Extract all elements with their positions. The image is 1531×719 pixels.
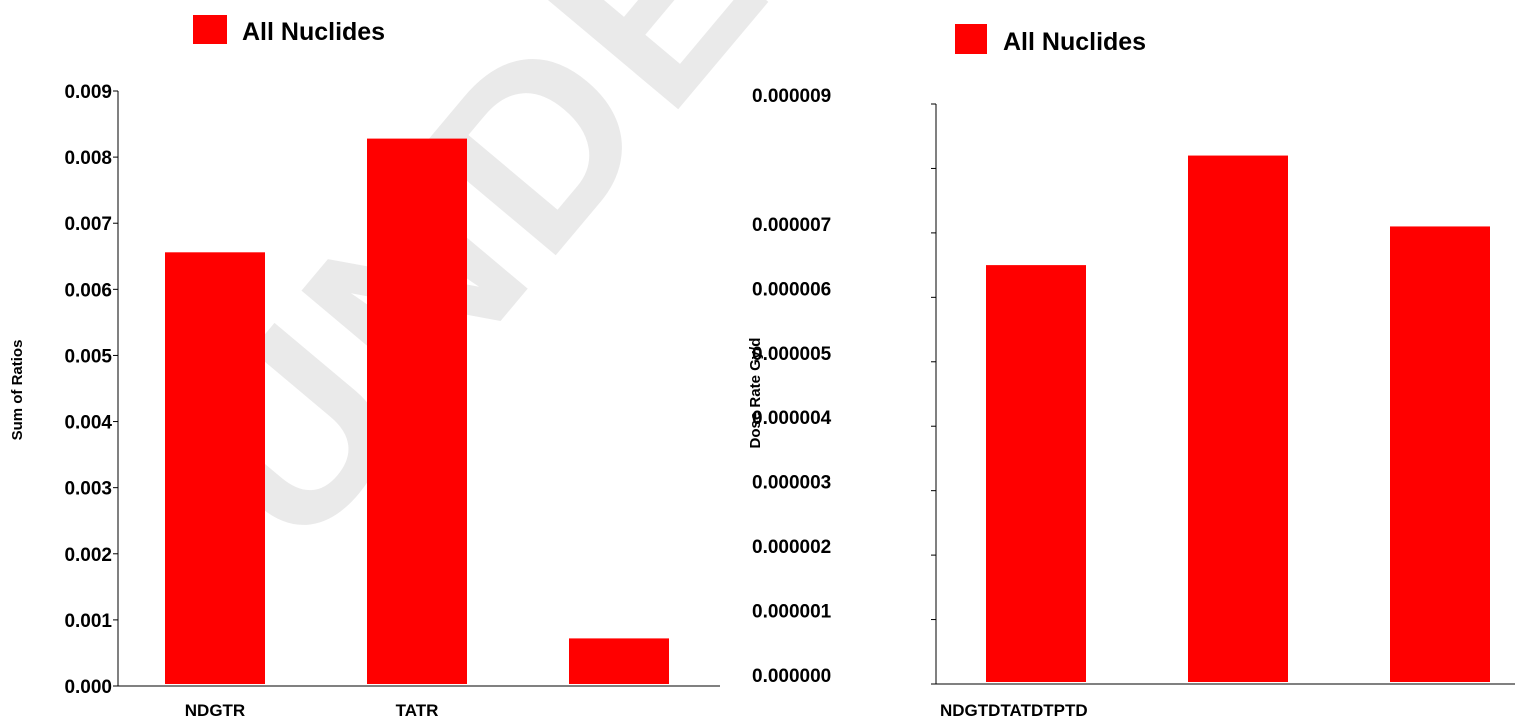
y-tick-label: 0.006: [64, 280, 112, 301]
y-tick-label: 0.000: [64, 677, 112, 698]
y-axis-title-left: Sum of Ratios: [9, 340, 26, 441]
y-tick-label: 0.008: [64, 148, 112, 169]
x-labels-left: NDGTR TATR: [185, 701, 439, 719]
y-tick-label: 0.000007: [752, 215, 831, 236]
bar: [1188, 155, 1288, 683]
bar: [165, 252, 265, 685]
y-tick-label: 0.000002: [752, 537, 831, 558]
y-ticks-left: 0.000 0.001 0.002 0.003 0.004 0.005 0.006 0.007…: [64, 82, 118, 698]
bars-left: [165, 138, 669, 685]
x-tick-label: NDGTR: [185, 701, 245, 719]
y-tick-label: 0.000001: [752, 602, 832, 623]
y-tick-label: 0.007: [64, 214, 112, 235]
y-tick-label: 0.002: [64, 545, 112, 566]
bars-right: [986, 155, 1490, 683]
legend-label-left: All Nuclides: [242, 18, 385, 46]
legend-swatch-right: [955, 24, 987, 54]
chart-right: All Nuclides Dose Rate Gy/d 0.0000000.00…: [747, 24, 1515, 719]
y-tick-label: 0.000005: [752, 344, 832, 365]
legend-swatch-left: [193, 15, 227, 44]
y-axis-title-right: Dose Rate Gy/d: [747, 338, 764, 449]
bar: [569, 638, 669, 684]
chart-left: All Nuclides Sum of Ratios 0.0000.0010.0…: [9, 15, 720, 719]
bar: [1390, 226, 1490, 682]
y-tick-label: 0.000006: [752, 279, 831, 300]
y-ticks-right: 0.000000 0.000001 0.000002 0.000003 0.000004…: [752, 86, 936, 687]
y-tick-label: 0.005: [64, 346, 112, 367]
x-tick-label: TATR: [396, 701, 439, 719]
y-tick-label: 0.004: [64, 413, 112, 434]
legend-label-right: All Nuclides: [1003, 28, 1146, 56]
y-tick-label: 0.000003: [752, 473, 831, 494]
y-tick-label: 0.000004: [752, 408, 832, 429]
y-tick-label: 0.009: [64, 82, 112, 103]
bar: [367, 138, 467, 685]
y-tick-label: 0.003: [64, 479, 112, 500]
bar: [986, 265, 1086, 682]
y-tick-label: 0.000009: [752, 86, 831, 107]
x-category-labels-right: NDGTDTATDTPTD: [940, 701, 1088, 719]
y-tick-label: 0.001: [64, 611, 112, 632]
y-tick-label: 0.000000: [752, 666, 831, 687]
